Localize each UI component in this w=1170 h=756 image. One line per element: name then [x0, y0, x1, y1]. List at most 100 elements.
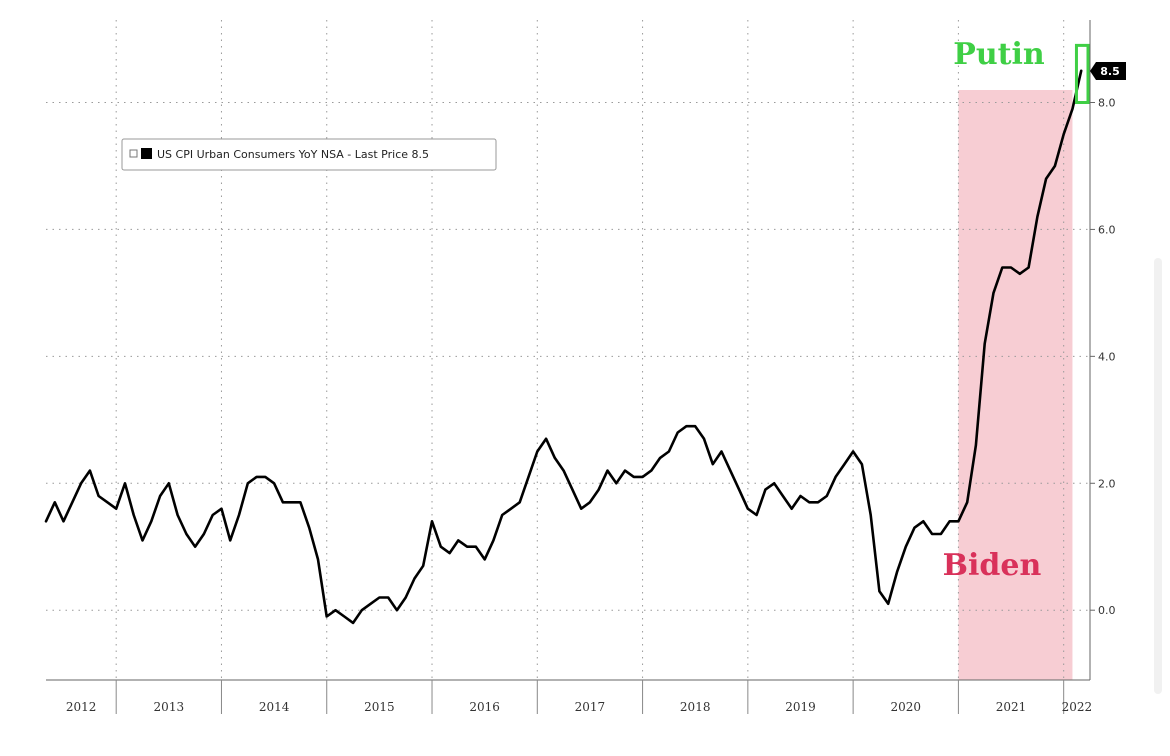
cpi-data-point [624, 469, 626, 472]
cpi-data-point [1054, 165, 1056, 167]
cpi-data-point [983, 342, 986, 345]
cpi-data-point [1010, 266, 1012, 269]
cpi-data-point [790, 507, 793, 510]
series-layer [44, 69, 1083, 625]
cpi-data-point [676, 431, 679, 434]
cpi-data-point [694, 425, 697, 428]
cpi-data-point [957, 520, 960, 523]
cpi-data-point [553, 457, 556, 459]
cpi-data-point [597, 488, 600, 491]
cpi-data-point [738, 488, 740, 491]
cpi-data-point [764, 488, 767, 491]
cpi-data-point [167, 482, 170, 485]
cpi-data-point [71, 501, 74, 504]
cpi-data-point [720, 450, 723, 453]
cpi-data-point [448, 552, 451, 554]
cpi-data-point [931, 533, 933, 535]
cpi-data-point [1080, 69, 1083, 72]
cpi-data-point [308, 526, 311, 529]
x-tick-label: 2015 [364, 700, 395, 714]
x-tick-label: 2019 [785, 700, 816, 714]
cpi-data-point [273, 482, 275, 485]
cpi-data-point [378, 596, 381, 599]
cpi-data-point [746, 507, 749, 510]
cpi-data-point [115, 507, 118, 510]
x-tick-label: 2022 [1062, 700, 1093, 714]
cpi-data-point [106, 501, 109, 504]
y-tick-label: 6.0 [1098, 223, 1116, 236]
last-price-badge: 8.5 [1090, 62, 1126, 80]
cpi-data-point [799, 495, 802, 497]
x-tick-label: 2012 [66, 700, 97, 714]
cpi-data-point [203, 533, 205, 535]
cpi-data-point [685, 425, 688, 428]
cpi-data-point [808, 501, 811, 504]
cpi-data-point [352, 622, 354, 624]
cpi-data-point [369, 602, 372, 605]
legend: US CPI Urban Consumers YoY NSA - Last Pr… [121, 138, 497, 171]
cpi-data-point [703, 437, 705, 440]
x-tick-label: 2014 [259, 700, 290, 714]
cpi-data-point [922, 520, 925, 523]
cpi-data-point [632, 476, 635, 478]
biden-annotation: Biden [943, 548, 1042, 583]
x-tick-label: 2018 [680, 700, 711, 714]
cpi-data-point [1001, 266, 1004, 269]
cpi-data-point [211, 514, 214, 516]
cpi-data-point [404, 596, 407, 599]
cpi-data-point [1027, 266, 1030, 269]
x-tick-label: 2021 [996, 700, 1027, 714]
cpi-data-point [124, 482, 126, 485]
cpi-data-point [492, 539, 495, 542]
cpi-data-point [1062, 133, 1065, 136]
axes [46, 20, 1091, 681]
cpi-data-point [878, 590, 881, 593]
cpi-data-point [360, 609, 363, 612]
cpi-data-point [150, 520, 153, 523]
cpi-data-point [317, 558, 319, 561]
cpi-data-point [396, 609, 398, 612]
cpi-data-point [343, 615, 346, 618]
cpi-data-point [466, 545, 468, 548]
cpi-data-point [562, 469, 565, 472]
cpi-data-point [255, 476, 258, 478]
cpi-data-point [1018, 272, 1021, 275]
cpi-data-point [615, 482, 618, 485]
cpi-data-point [782, 495, 784, 497]
biden-shade [958, 90, 1073, 680]
last-price-badge-shape [1090, 62, 1126, 80]
cpi-data-point [387, 596, 390, 599]
x-tick-label: 2013 [154, 700, 185, 714]
cpi-data-point [413, 577, 416, 580]
cpi-data-point [825, 495, 828, 497]
cpi-data-point [896, 571, 898, 573]
cpi-data-point [246, 482, 249, 485]
cpi-data-point [194, 545, 197, 548]
x-tick-label: 2017 [575, 700, 606, 714]
cpi-data-point [518, 501, 521, 504]
cpi-data-point [1036, 215, 1039, 218]
cpi-data-point [439, 545, 442, 548]
cpi-data-point [220, 507, 223, 510]
cpi-data-point [817, 501, 819, 504]
cpi-data-point [940, 533, 942, 535]
cpi-data-point [510, 507, 512, 510]
cpi-data-point [913, 526, 916, 529]
cpi-data-point [852, 450, 854, 453]
x-tick-label: 2020 [890, 700, 921, 714]
cpi-data-point [571, 488, 574, 491]
y-tick-label: 4.0 [1098, 350, 1116, 363]
cpi-data-point [264, 476, 267, 478]
scrollbar-track[interactable] [1154, 258, 1162, 694]
cpi-data-point [89, 469, 91, 472]
cpi-data-point [431, 520, 433, 523]
cpi-data-point [185, 533, 188, 535]
legend-swatch [141, 148, 152, 159]
cpi-data-point [641, 476, 644, 478]
tick-labels: 0.0 2.0 4.0 6.0 8.0 2012 2013 2014 2015 2016 2017 2… [66, 97, 1116, 714]
putin-highlight-box [1074, 43, 1090, 104]
annotations: Biden Putin [943, 37, 1090, 583]
cpi-data-point [869, 514, 872, 516]
legend-small-icon [129, 149, 138, 158]
